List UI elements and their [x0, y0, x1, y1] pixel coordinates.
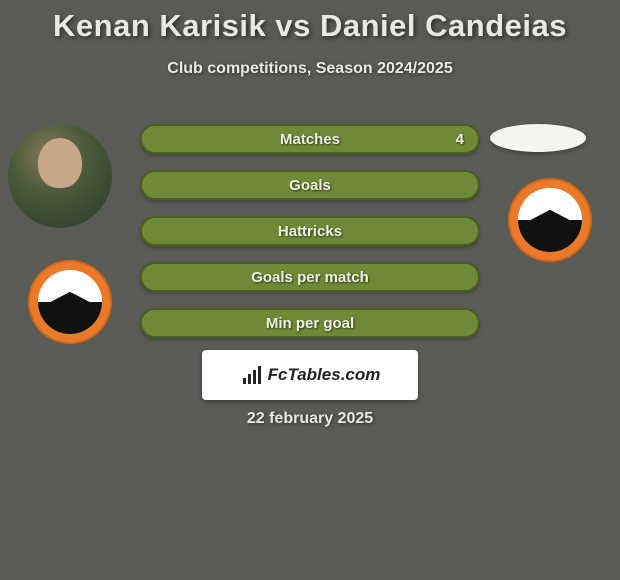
team-right-badge [498, 178, 602, 262]
stat-bar-min-per-goal: Min per goal [140, 308, 480, 338]
stat-label: Matches [280, 131, 340, 148]
stat-bar-matches: Matches 4 [140, 124, 480, 154]
player-left-avatar [8, 124, 112, 228]
brand-text: FcTables.com [268, 365, 381, 385]
team-left-badge [18, 260, 122, 344]
bar-chart-icon [240, 366, 262, 384]
stat-label: Hattricks [278, 223, 342, 240]
stat-bar-hattricks: Hattricks [140, 216, 480, 246]
stat-bars: Matches 4 Goals Hattricks Goals per matc… [140, 124, 480, 354]
page-title: Kenan Karisik vs Daniel Candeias [0, 0, 620, 44]
subtitle: Club competitions, Season 2024/2025 [0, 60, 620, 78]
stat-bar-goals-per-match: Goals per match [140, 262, 480, 292]
stat-label: Min per goal [266, 315, 354, 332]
stat-label: Goals per match [251, 269, 369, 286]
stat-bar-goals: Goals [140, 170, 480, 200]
stat-label: Goals [289, 177, 331, 194]
date-label: 22 february 2025 [0, 410, 620, 428]
stat-value: 4 [456, 131, 464, 148]
brand-badge: FcTables.com [202, 350, 418, 400]
player-right-placeholder [490, 124, 586, 152]
